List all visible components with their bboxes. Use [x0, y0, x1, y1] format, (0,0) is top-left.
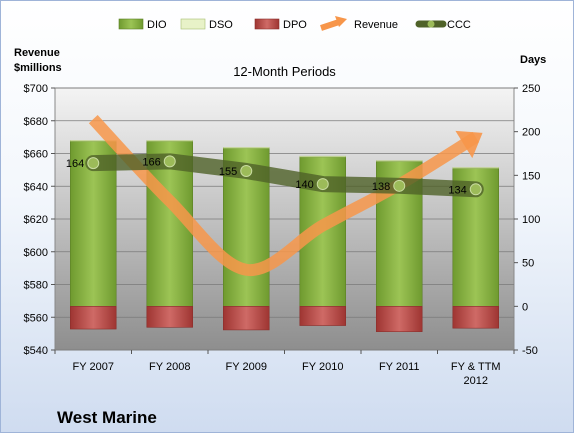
bar-dpo — [375, 306, 423, 332]
legend-swatch-dso — [180, 18, 206, 30]
y-right-tick-label: 100 — [522, 214, 540, 226]
legend-label: DIO — [147, 19, 167, 31]
x-tick-label: FY 2011 — [379, 361, 420, 373]
x-tick-label: FY 2007 — [73, 361, 114, 373]
chart-title: 12-Month Periods — [233, 64, 336, 79]
bar-dso — [299, 155, 346, 158]
y-right-tick-label: 50 — [522, 258, 534, 270]
legend-label: DPO — [283, 19, 307, 31]
ccc-point — [393, 179, 406, 192]
bar-dpo — [299, 306, 346, 326]
y-left-tick-label: $540 — [24, 345, 48, 357]
y-left-tick-label: $600 — [24, 247, 48, 259]
legend-label: CCC — [447, 19, 471, 31]
legend-swatch-revenue-arrowhead — [335, 16, 347, 27]
legend: DIO DSO DPO Revenue CCC — [118, 16, 471, 31]
legend-swatch-revenue — [320, 19, 340, 31]
ccc-data-label: 164 — [66, 158, 84, 170]
y-left-label: $millions — [14, 62, 62, 74]
ccc-data-label: 166 — [142, 156, 160, 168]
bar-dpo — [146, 306, 194, 328]
y-right-tick-label: 250 — [522, 83, 540, 95]
y-right-tick-label: 0 — [522, 301, 528, 313]
y-left-tick-label: $640 — [24, 181, 48, 193]
company-name: West Marine — [57, 408, 157, 427]
x-tick-label: FY & TTM — [451, 361, 501, 373]
x-tick-label: FY 2009 — [226, 361, 267, 373]
y-right-tick-label: -50 — [522, 345, 538, 357]
x-tick-label: FY 2010 — [302, 361, 343, 373]
y-left-tick-label: $700 — [24, 83, 48, 95]
bar-dpo — [70, 306, 117, 330]
legend-swatch-ccc-marker — [427, 20, 435, 28]
ccc-data-label: 134 — [448, 184, 466, 196]
bar-dso — [376, 160, 423, 162]
y-left-tick-label: $680 — [24, 116, 48, 128]
legend-swatch-dpo — [254, 18, 280, 30]
ccc-point — [87, 157, 100, 170]
ccc-point — [163, 155, 176, 168]
bar-dpo — [223, 306, 270, 331]
y-left-tick-label: $660 — [24, 149, 48, 161]
x-tick-label: 2012 — [464, 375, 488, 387]
bar-dso — [452, 167, 499, 169]
ccc-data-label: 155 — [219, 166, 237, 178]
ccc-line — [85, 153, 484, 198]
ccc-data-label: 138 — [372, 181, 390, 193]
revenue-arrowhead — [455, 130, 483, 159]
bar-dpo — [452, 306, 499, 329]
y-right-tick-label: 150 — [522, 170, 540, 182]
y-left-label: Revenue — [14, 47, 60, 59]
y-left-tick-label: $580 — [24, 280, 48, 292]
y-right-tick-label: 200 — [522, 127, 540, 139]
legend-label: Revenue — [354, 19, 398, 31]
ccc-point — [469, 183, 482, 196]
x-tick-label: FY 2008 — [149, 361, 190, 373]
ccc-data-label: 140 — [295, 179, 313, 191]
legend-swatch-dio — [118, 18, 144, 30]
ccc-point — [316, 178, 329, 191]
y-right-label: Days — [520, 54, 546, 66]
y-left-tick-label: $620 — [24, 214, 48, 226]
bar-dso — [146, 140, 193, 142]
y-left-tick-label: $560 — [24, 312, 48, 324]
ccc-point — [240, 164, 253, 177]
bar-dso — [223, 147, 270, 149]
legend-label: DSO — [209, 19, 233, 31]
